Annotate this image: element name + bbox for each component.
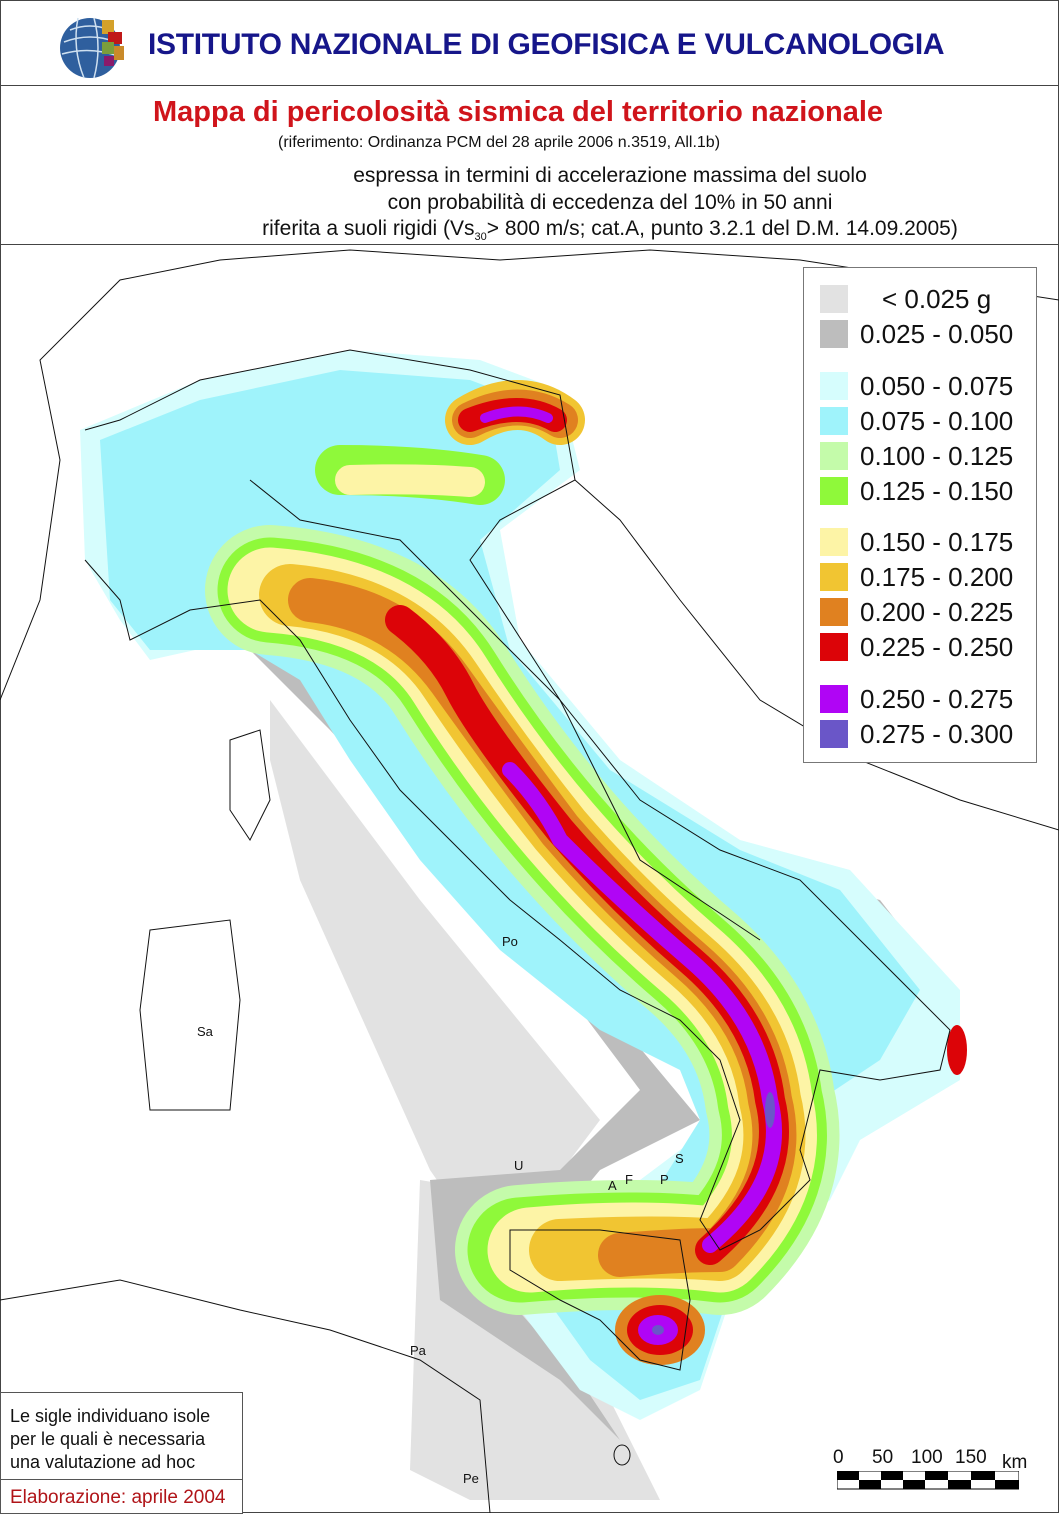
island-label-ustica: U: [514, 1158, 524, 1173]
legend-swatch: [820, 407, 848, 435]
note-divider: [1, 1479, 242, 1480]
island-note-box: Le sigle individuano isole per le quali …: [0, 1392, 243, 1514]
legend-label: 0.025 - 0.050: [860, 318, 1014, 349]
sicily-coast: [509, 1229, 691, 1371]
legend-label: 0.100 - 0.125: [860, 440, 1014, 471]
legend-swatch: [820, 598, 848, 626]
legend-item: 0.025 - 0.050: [820, 319, 1013, 349]
balkan-coast: [574, 479, 1059, 831]
legend-label: < 0.025 g: [882, 283, 992, 314]
scale-label: 100: [911, 1447, 943, 1468]
legend-label: 0.225 - 0.250: [860, 631, 1014, 662]
scale-bar-graphic: [837, 1471, 1019, 1490]
legend-item: 0.100 - 0.125: [820, 441, 1013, 471]
elaboration-date: Elaborazione: aprile 2004: [10, 1487, 226, 1508]
legend-item: 0.175 - 0.200: [820, 562, 1013, 592]
legend-item: < 0.025 g: [820, 284, 991, 314]
italy-coast: [84, 349, 951, 1251]
corsica-coast: [229, 729, 271, 841]
map-title: Mappa di pericolosità sismica del territ…: [153, 96, 884, 128]
legend-swatch: [820, 320, 848, 348]
regional-borders: [249, 479, 761, 941]
legend-label: 0.275 - 0.300: [860, 718, 1014, 749]
legend-swatch: [820, 372, 848, 400]
legend-item: 0.225 - 0.250: [820, 632, 1013, 662]
island-label-panarea: P: [660, 1172, 669, 1187]
island-label-sardinia: Sa: [197, 1024, 213, 1039]
island-label-stromboli: S: [675, 1151, 684, 1166]
legend: < 0.025 g 0.025 - 0.050 0.050 - 0.075 0.…: [803, 267, 1037, 763]
legend-label: 0.250 - 0.275: [860, 683, 1014, 714]
northern-borders: [0, 249, 1059, 701]
subtitle-line-3-b: > 800 m/s; cat.A, punto 3.2.1 del D.M. 1…: [486, 217, 958, 240]
island-note-text: Le sigle individuano isole per le quali …: [10, 1406, 211, 1472]
legend-item: 0.250 - 0.275: [820, 684, 1013, 714]
subtitle-line-2: con probabilità di eccedenza del 10% in …: [387, 191, 833, 214]
sardinia-coast: [139, 919, 241, 1111]
legend-label: 0.175 - 0.200: [860, 561, 1014, 592]
africa-coast: [0, 1279, 491, 1513]
institute-name: ISTITUTO NAZIONALE DI GEOFISICA E VULCAN…: [148, 28, 945, 61]
legend-swatch: [820, 720, 848, 748]
sicily-east-hotspot: [615, 1025, 967, 1365]
legend-label: 0.075 - 0.100: [860, 405, 1014, 436]
island-label-ponza: Po: [502, 934, 518, 949]
legend-item: 0.075 - 0.100: [820, 406, 1013, 436]
legend-swatch: [820, 285, 848, 313]
legend-item: 0.050 - 0.075: [820, 371, 1013, 401]
island-label-filicudi: F: [625, 1172, 633, 1187]
legend-item: 0.125 - 0.150: [820, 476, 1013, 506]
subtitle-line-1: espressa in termini di accelerazione mas…: [353, 164, 867, 187]
hazard-map: [0, 249, 1059, 1513]
legend-swatch: [820, 442, 848, 470]
subtitle-line-3-sub: 30: [474, 231, 487, 244]
legend-item: 0.150 - 0.175: [820, 527, 1013, 557]
scale-label: 150: [955, 1447, 987, 1468]
coastlines: [0, 249, 1059, 1513]
subtitle-line-3: riferita a suoli rigidi (Vs30> 800 m/s; …: [0, 217, 1059, 243]
zone-lt-0025: [270, 700, 660, 1500]
malta-island: [613, 1444, 631, 1466]
island-label-alicudi: A: [608, 1178, 617, 1193]
subtitle-line-3-a: riferita a suoli rigidi (Vs: [262, 217, 475, 240]
legend-label: 0.150 - 0.175: [860, 526, 1014, 557]
legend-item: 0.275 - 0.300: [820, 719, 1013, 749]
scale-unit: km: [1002, 1452, 1028, 1473]
ingv-globe-logo: [60, 17, 124, 79]
legend-swatch: [820, 563, 848, 591]
map-reference: (riferimento: Ordinanza PCM del 28 april…: [278, 134, 721, 151]
header: ISTITUTO NAZIONALE DI GEOFISICA E VULCAN…: [0, 0, 1059, 86]
legend-swatch: [820, 685, 848, 713]
scale-label: 0: [833, 1447, 844, 1468]
legend-swatch: [820, 633, 848, 661]
legend-label: 0.125 - 0.150: [860, 475, 1014, 506]
island-label-pantelleria: Pa: [410, 1343, 426, 1358]
legend-item: 0.200 - 0.225: [820, 597, 1013, 627]
legend-label: 0.050 - 0.075: [860, 370, 1014, 401]
legend-swatch: [820, 477, 848, 505]
legend-label: 0.200 - 0.225: [860, 596, 1014, 627]
scale-label: 50: [872, 1447, 894, 1468]
legend-swatch: [820, 528, 848, 556]
island-label-pelagie: Pe: [463, 1471, 479, 1486]
title-block: Mappa di pericolosità sismica del territ…: [0, 86, 1059, 245]
